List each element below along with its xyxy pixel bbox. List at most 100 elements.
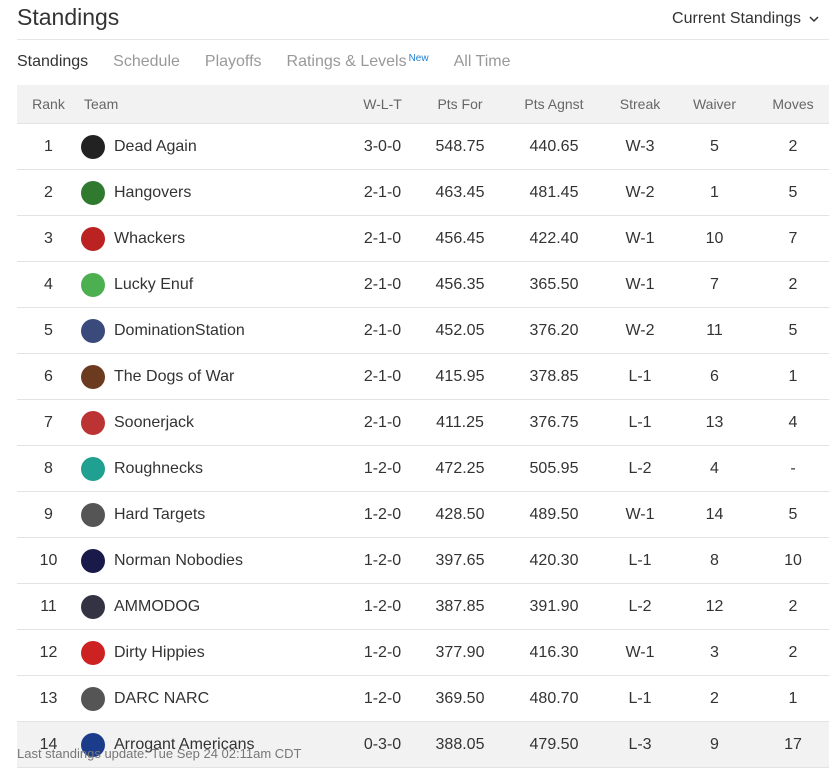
cell: 5 — [17, 307, 80, 354]
cell: 3 — [672, 629, 757, 676]
cell: 9 — [672, 721, 757, 768]
team-name[interactable]: The Dogs of War — [114, 367, 235, 385]
divider — [17, 39, 829, 40]
tab[interactable]: Ratings & Levels — [286, 53, 407, 70]
team-name[interactable]: DARC NARC — [114, 689, 210, 707]
cell: 377.90 — [420, 629, 500, 676]
cell: 1-2-0 — [345, 583, 420, 630]
cell: 5 — [757, 491, 829, 538]
team-row: 5 DominationStation 2-1-0 452.05 376.20 W-2 11… — [17, 307, 829, 354]
column-header: Team — [80, 85, 345, 124]
cell: 5 — [757, 169, 829, 216]
tab[interactable]: All Time — [453, 53, 511, 70]
team-row: 9 Hard Targets 1-2-0 428.50 489.50 W-1 14 5 — [17, 491, 829, 538]
team-cell: Dirty Hippies — [80, 629, 345, 676]
cell: 548.75 — [420, 123, 500, 170]
team-cell: Hard Targets — [80, 491, 345, 538]
cell: 376.20 — [500, 307, 608, 354]
team-logo — [81, 732, 105, 757]
standings-table: Rank Team W-L-T Pts For Pts Agnst Streak Waive… — [17, 85, 829, 768]
cell: 2-1-0 — [345, 261, 420, 308]
cell: 12 — [17, 629, 80, 676]
team-cell: Hangovers — [80, 169, 345, 216]
team-name[interactable]: AMMODOG — [114, 597, 201, 615]
cell: 1 — [757, 353, 829, 400]
cell: 2 — [757, 629, 829, 676]
team-name[interactable]: Dead Again — [114, 137, 197, 155]
cell: - — [757, 445, 829, 492]
team-logo — [81, 640, 105, 665]
team-cell: Norman Nobodies — [80, 537, 345, 584]
team-name[interactable]: Soonerjack — [114, 413, 195, 431]
tab[interactable]: Playoffs — [204, 53, 262, 70]
team-name[interactable]: Arrogant Americans — [114, 735, 255, 753]
cell: W-1 — [608, 491, 672, 538]
cell: 376.75 — [500, 399, 608, 446]
team-row: 1 Dead Again 3-0-0 548.75 440.65 W-3 5 2 — [17, 123, 829, 170]
team: Roughnecks — [81, 456, 344, 481]
cell: 1-2-0 — [345, 445, 420, 492]
cell: 11 — [17, 583, 80, 630]
team-logo — [81, 502, 105, 527]
team-row: 12 Dirty Hippies 1-2-0 377.90 416.30 W-1 3 2 — [17, 629, 829, 676]
column-header: Moves — [757, 85, 829, 124]
cell: 2 — [672, 675, 757, 722]
team: Hard Targets — [81, 502, 344, 527]
column-header: Streak — [608, 85, 672, 124]
team-name[interactable]: Whackers — [114, 229, 186, 247]
cell: 505.95 — [500, 445, 608, 492]
cell: L-3 — [608, 721, 672, 768]
team-row: 4 Lucky Enuf 2-1-0 456.35 365.50 W-1 7 2 — [17, 261, 829, 308]
team-name[interactable]: Roughnecks — [114, 459, 203, 477]
cell: 0-3-0 — [345, 721, 420, 768]
team-logo — [81, 686, 105, 711]
team-row: 13 DARC NARC 1-2-0 369.50 480.70 L-1 2 1 — [17, 675, 829, 722]
cell: 17 — [757, 721, 829, 768]
team: Dead Again — [81, 134, 344, 159]
team-name[interactable]: Dirty Hippies — [114, 643, 205, 661]
team-name[interactable]: Norman Nobodies — [114, 551, 243, 569]
cell: 14 — [17, 721, 80, 768]
cell: 9 — [17, 491, 80, 538]
team-row: 2 Hangovers 2-1-0 463.45 481.45 W-2 1 5 — [17, 169, 829, 216]
cell: L-1 — [608, 399, 672, 446]
team-logo — [81, 410, 105, 435]
team-cell: Arrogant Americans — [80, 721, 345, 768]
cell: L-2 — [608, 583, 672, 630]
column-header: W-L-T — [345, 85, 420, 124]
team-name[interactable]: DominationStation — [114, 321, 245, 339]
cell: 2-1-0 — [345, 169, 420, 216]
standings-dropdown[interactable]: Current Standings — [672, 10, 819, 28]
team: The Dogs of War — [81, 364, 344, 389]
column-header: Rank — [17, 85, 80, 124]
team-cell: Lucky Enuf — [80, 261, 345, 308]
team-row: 7 Soonerjack 2-1-0 411.25 376.75 L-1 13 4 — [17, 399, 829, 446]
tab[interactable]: Schedule — [113, 53, 180, 70]
chevron — [809, 16, 819, 23]
team: Soonerjack — [81, 410, 344, 435]
cell: 397.65 — [420, 537, 500, 584]
team-cell: Whackers — [80, 215, 345, 262]
team-name[interactable]: Hard Targets — [114, 505, 206, 523]
footer-note: Last standings update: Tue Sep 24 02:11a… — [17, 746, 302, 761]
cell: 3-0-0 — [345, 123, 420, 170]
tab[interactable]: Standings — [17, 53, 89, 70]
cell: 378.85 — [500, 353, 608, 400]
cell: 3 — [17, 215, 80, 262]
team-name[interactable]: Hangovers — [114, 183, 192, 201]
cell: 489.50 — [500, 491, 608, 538]
dropdown-label[interactable]: Current Standings — [672, 10, 801, 27]
cell: W-1 — [608, 261, 672, 308]
team-row: 10 Norman Nobodies 1-2-0 397.65 420.30 L-1 8 10 — [17, 537, 829, 584]
cell: 420.30 — [500, 537, 608, 584]
cell: 2-1-0 — [345, 399, 420, 446]
cell: 10 — [17, 537, 80, 584]
cell: W-1 — [608, 215, 672, 262]
cell: 6 — [17, 353, 80, 400]
team: DominationStation — [81, 318, 344, 343]
cell: 472.25 — [420, 445, 500, 492]
team-name[interactable]: Lucky Enuf — [114, 275, 194, 293]
cell: 1-2-0 — [345, 629, 420, 676]
team-logo — [81, 272, 105, 297]
cell: 411.25 — [420, 399, 500, 446]
